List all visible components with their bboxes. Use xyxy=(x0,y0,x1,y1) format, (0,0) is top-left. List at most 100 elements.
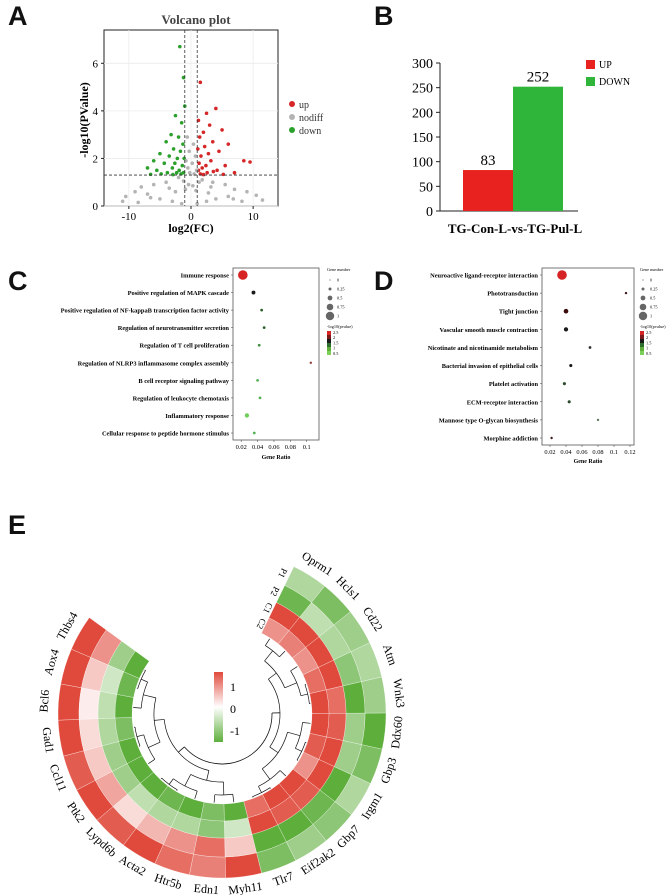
panel-letter-c: C xyxy=(8,266,28,296)
dendrogram-branch xyxy=(287,731,301,737)
volcano-point-nodiff xyxy=(254,193,259,198)
volcano-point-down xyxy=(178,44,182,49)
volcano-point-up xyxy=(201,172,206,177)
heatmap-cell xyxy=(189,853,226,879)
go-legends: Gene number 0 0.25 0.5 0.75 1 -log10(pvalue)2.… xyxy=(325,267,353,356)
volcano-point-nodiff xyxy=(186,166,190,170)
volcano-legend-marker-up xyxy=(289,101,295,107)
dendrogram-branch xyxy=(258,786,262,793)
kegg-term-label: Mannose type O-glycan biosynthesis xyxy=(439,417,539,424)
kegg-dot xyxy=(563,327,569,332)
kegg-x-tick-label: 0.12 xyxy=(624,449,635,456)
bar-series xyxy=(463,86,563,211)
go-term-label: Positive regulation of MAPK cascade xyxy=(128,290,230,297)
kegg-term-labels: Neuroactive ligand-receptor interaction P… xyxy=(428,273,542,443)
bar-legend-swatch-down xyxy=(586,77,595,86)
kegg-term-label: ECM-receptor interaction xyxy=(467,399,539,406)
volcano-point-down xyxy=(169,132,173,137)
dendrogram-branch xyxy=(268,678,281,748)
volcano-point-down xyxy=(181,142,185,146)
volcano-point-nodiff xyxy=(148,195,153,200)
go-term-label: Regulation of T cell proliferation xyxy=(140,343,230,350)
volcano-point-nodiff xyxy=(209,185,213,189)
dendrogram-branch xyxy=(154,719,165,721)
dendrogram-branch xyxy=(194,791,198,799)
dendrogram-branch xyxy=(279,650,286,658)
kegg-dot xyxy=(596,418,600,422)
dendrogram-branch xyxy=(141,678,148,683)
kegg-color-legend-label: 1 xyxy=(646,346,648,351)
kegg-dot xyxy=(563,308,569,314)
volcano-point-up xyxy=(232,170,237,175)
kegg-dot xyxy=(567,400,571,404)
volcano-point-nodiff xyxy=(231,197,236,201)
volcano-point-nodiff xyxy=(123,194,128,199)
volcano-point-up xyxy=(215,168,219,173)
dendrogram-branch xyxy=(136,734,144,737)
dendrogram-branch xyxy=(261,768,271,780)
volcano-point-down xyxy=(178,149,183,154)
volcano-point-up xyxy=(214,106,218,111)
kegg-x-tick-label: 0.06 xyxy=(576,449,587,456)
go-plot-frame xyxy=(232,267,320,441)
colorbar-label-max: 1 xyxy=(230,680,236,694)
bar-y-tick-label: 150 xyxy=(412,131,433,146)
volcano-point-down xyxy=(179,120,184,125)
volcano-point-nodiff xyxy=(245,189,249,194)
heatmap-cell xyxy=(78,687,101,720)
heatmap-ring-labels: P1 P2 C1 C2 xyxy=(255,567,290,631)
heatmap-cell xyxy=(303,733,327,760)
go-term-label: Regulation of leukocyte chemotaxis xyxy=(133,395,230,402)
kegg-size-legend-dot xyxy=(640,295,646,301)
volcano-point-up xyxy=(201,130,206,135)
heatmap-cell xyxy=(292,751,320,780)
volcano-point-nodiff xyxy=(133,189,137,194)
bar-y-tick-label: 50 xyxy=(419,180,433,195)
volcano-point-up xyxy=(198,80,203,85)
go-size-legend-dot xyxy=(329,279,331,281)
kegg-legends: Gene number 0 0.25 0.5 0.75 1 -log10(pvalue)2.… xyxy=(638,267,666,356)
dendrogram-branch xyxy=(296,759,299,761)
kegg-color-legend-title: -log10(pvalue) xyxy=(640,324,666,329)
heatmap-cell xyxy=(326,713,347,741)
volcano-point-nodiff xyxy=(195,201,200,206)
volcano-point-down xyxy=(151,159,156,163)
volcano-point-nodiff xyxy=(260,198,265,202)
go-dot xyxy=(256,378,259,382)
kegg-size-legend-label: 0 xyxy=(650,278,652,283)
dendrogram-branch xyxy=(269,787,271,789)
volcano-point-nodiff xyxy=(206,191,211,195)
heatmap-cell xyxy=(302,667,327,694)
volcano-legend-label-down: down xyxy=(299,126,321,137)
volcano-point-up xyxy=(199,154,203,158)
bar-down xyxy=(513,86,563,211)
go-color-legend-label: 0.5 xyxy=(333,351,338,356)
panel-letter-e: E xyxy=(8,510,27,540)
colorbar-label-min: -1 xyxy=(230,724,240,738)
heatmap-cell xyxy=(140,772,169,800)
heatmap-cell xyxy=(193,835,226,858)
volcano-x-tick-label: 10 xyxy=(248,211,260,223)
kegg-x-tick-label: 0.1 xyxy=(610,449,618,456)
kegg-color-legend-swatch xyxy=(640,335,644,339)
dendrogram-root-branch xyxy=(178,746,185,753)
volcano-point-up xyxy=(220,128,224,132)
kegg-term-label: Neuroactive ligand-receptor interaction xyxy=(430,273,538,280)
volcano-point-up xyxy=(248,160,252,164)
volcano-point-up xyxy=(210,139,215,144)
go-color-legend-label: 2.5 xyxy=(333,330,338,335)
volcano-point-up xyxy=(226,142,231,146)
heatmap-dendrogram xyxy=(133,638,311,803)
volcano-point-up xyxy=(211,169,216,174)
go-term-label: Cellular response to peptide hormone sti… xyxy=(102,431,230,438)
kegg-dot xyxy=(624,291,628,295)
go-dot xyxy=(244,413,250,418)
volcano-y-tick-label: 4 xyxy=(93,106,99,118)
heatmap-cells xyxy=(57,566,387,879)
volcano-y-ticks: 0 2 4 6 xyxy=(93,58,104,213)
go-dot xyxy=(260,308,264,312)
bar-legend-swatch-up xyxy=(586,60,595,69)
volcano-legend: up nodiff down xyxy=(289,100,324,137)
volcano-legend-marker-down xyxy=(289,127,295,133)
